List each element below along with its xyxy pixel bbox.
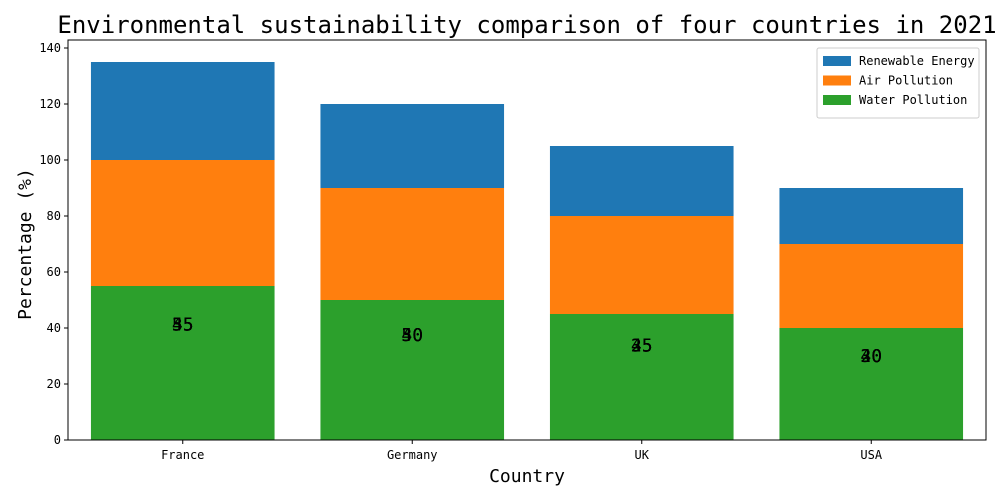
bar-water-pollution-uk bbox=[549, 314, 734, 440]
y-axis-label: Percentage (%) bbox=[15, 168, 36, 320]
x-tick-label-france: France bbox=[161, 448, 204, 462]
legend-label-water-pollution: Water Pollution bbox=[859, 93, 967, 107]
bar-air-pollution-uk bbox=[549, 216, 734, 314]
bar-renewable-energy-uk bbox=[549, 146, 734, 216]
data-label-usa: 20 bbox=[860, 346, 882, 367]
legend-label-air-pollution: Air Pollution bbox=[859, 74, 953, 88]
bar-renewable-energy-germany bbox=[320, 104, 505, 188]
data-label-uk: 25 bbox=[631, 336, 653, 357]
bars-group bbox=[90, 62, 964, 440]
y-tick-label: 0 bbox=[54, 433, 61, 447]
data-label-germany: 40 bbox=[401, 325, 423, 346]
legend-box bbox=[816, 47, 980, 119]
data-label-uk: 35 bbox=[631, 336, 653, 357]
bar-water-pollution-usa bbox=[779, 328, 964, 440]
bar-air-pollution-germany bbox=[320, 188, 505, 300]
chart-title: Environmental sustainability comparison … bbox=[57, 11, 996, 39]
data-label-france: 45 bbox=[172, 315, 194, 336]
plot-frame bbox=[67, 39, 987, 441]
bar-air-pollution-usa bbox=[779, 244, 964, 328]
bar-water-pollution-germany bbox=[320, 300, 505, 440]
legend-label-renewable-energy: Renewable Energy bbox=[859, 54, 975, 68]
bar-renewable-energy-usa bbox=[779, 188, 964, 244]
x-tick-label-uk: UK bbox=[635, 448, 650, 462]
y-tick-label: 100 bbox=[39, 153, 61, 167]
bar-water-pollution-france bbox=[90, 286, 275, 440]
data-label-usa: 40 bbox=[860, 346, 882, 367]
data-label-france: 55 bbox=[172, 315, 194, 336]
data-label-germany: 50 bbox=[401, 325, 423, 346]
bar-renewable-energy-france bbox=[90, 62, 275, 160]
legend-swatch-air-pollution bbox=[823, 75, 851, 86]
data-label-uk: 45 bbox=[631, 336, 653, 357]
y-tick-label: 120 bbox=[39, 97, 61, 111]
x-tick-label-usa: USA bbox=[860, 448, 882, 462]
y-tick-label: 60 bbox=[47, 265, 61, 279]
data-label-usa: 30 bbox=[860, 346, 882, 367]
legend-swatch-renewable-energy bbox=[823, 56, 851, 66]
legend: Renewable Energy Air Pollution Water Pollu… bbox=[816, 47, 980, 119]
x-tick-label-germany: Germany bbox=[387, 448, 438, 462]
data-label-france: 35 bbox=[172, 315, 194, 336]
y-tick-label: 80 bbox=[47, 209, 61, 223]
x-axis-label: Country bbox=[489, 466, 565, 487]
y-tick-label: 40 bbox=[47, 321, 61, 335]
bar-air-pollution-france bbox=[90, 160, 275, 286]
y-tick-label: 20 bbox=[47, 377, 61, 391]
legend-swatch-water-pollution bbox=[823, 95, 851, 105]
data-label-germany: 30 bbox=[401, 325, 423, 346]
y-tick-label: 140 bbox=[39, 41, 61, 55]
